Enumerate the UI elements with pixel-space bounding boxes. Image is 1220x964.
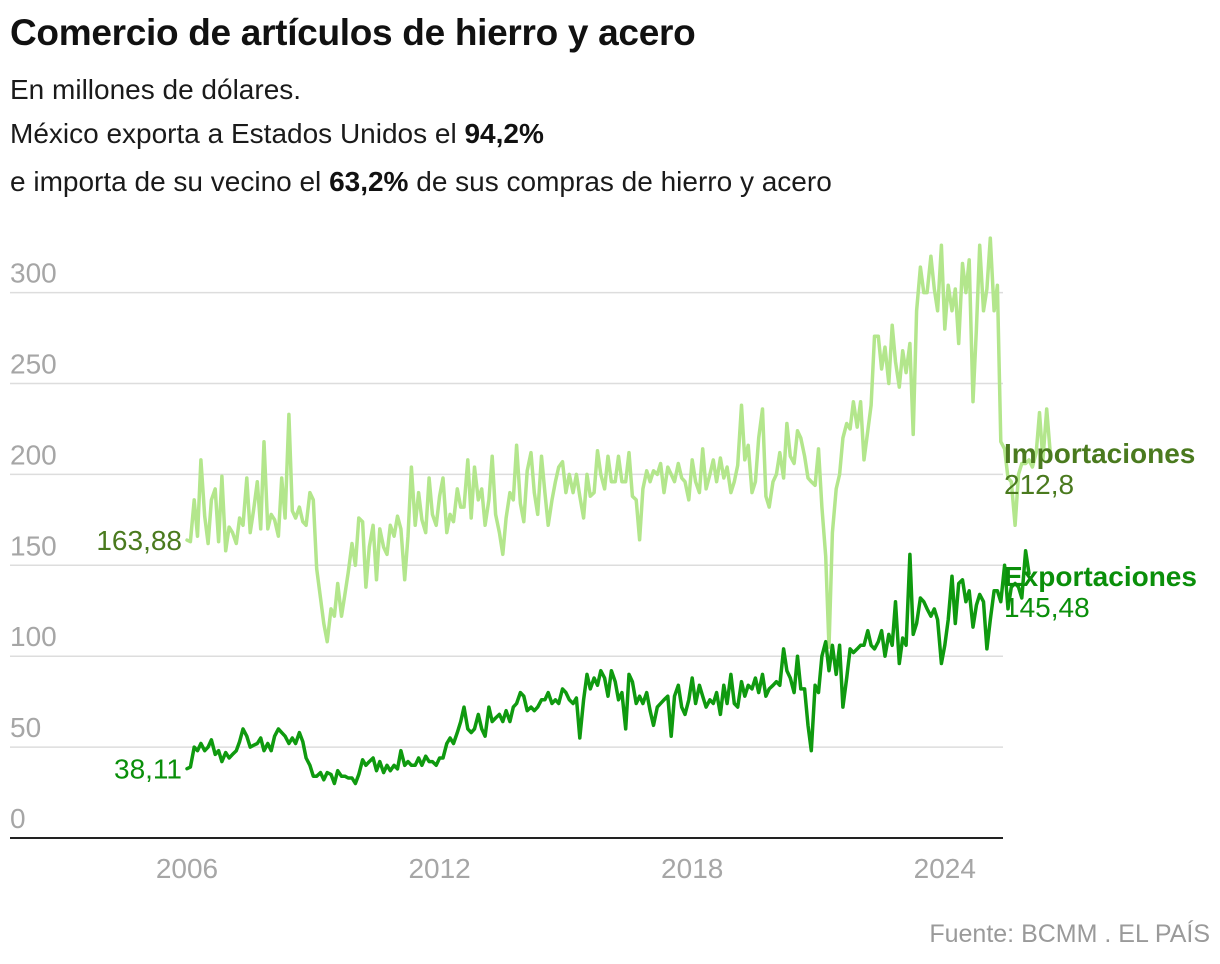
x-tick-label-2018: 2018: [661, 853, 723, 884]
start-value-importaciones: 163,88: [96, 525, 182, 556]
chart-title: Comercio de artículos de hierro y acero: [10, 12, 696, 53]
series-name-importaciones: Importaciones: [1004, 438, 1195, 469]
subtitle-exports-text: México exporta a Estados Unidos el: [10, 118, 465, 149]
x-tick-label-2006: 2006: [156, 853, 218, 884]
subtitle-imports-text: e importa de su vecino el: [10, 166, 330, 197]
start-value-exportaciones: 38,11: [114, 754, 182, 785]
y-axis-ticks: 0 50 100 150 200 250 300: [10, 258, 57, 834]
subtitle-imports-tail: de sus compras de hierro y acero: [408, 166, 832, 197]
y-tick-label-200: 200: [10, 439, 57, 470]
x-axis-ticks: 2006 2012 2018 2024: [156, 853, 976, 884]
y-tick-label-300: 300: [10, 258, 57, 289]
series-line-exportaciones: [185, 549, 1031, 786]
subtitle-units: En millones de dólares.: [10, 74, 302, 105]
series-name-exportaciones: Exportaciones: [1004, 561, 1197, 592]
y-tick-label-250: 250: [10, 349, 57, 380]
y-tick-label-100: 100: [10, 621, 57, 652]
x-tick-label-2012: 2012: [408, 853, 470, 884]
end-value-importaciones: 212,8: [1004, 469, 1074, 500]
x-tick-label-2024: 2024: [914, 853, 976, 884]
subtitle-exports-share: México exporta a Estados Unidos el 94,2%: [10, 118, 544, 150]
series-lines: [185, 236, 1052, 786]
subtitle-imports-share: e importa de su vecino el 63,2% de sus c…: [10, 166, 832, 198]
imports-share-value: 63,2%: [329, 166, 409, 197]
exports-share-value: 94,2%: [464, 118, 544, 149]
y-tick-label-0: 0: [10, 803, 26, 834]
series-line-importaciones: [185, 236, 1052, 649]
y-tick-label-50: 50: [10, 712, 41, 743]
y-tick-label-150: 150: [10, 530, 57, 561]
end-value-exportaciones: 145,48: [1004, 592, 1090, 623]
source-credit: Fuente: BCMM . EL PAÍS: [929, 920, 1210, 948]
